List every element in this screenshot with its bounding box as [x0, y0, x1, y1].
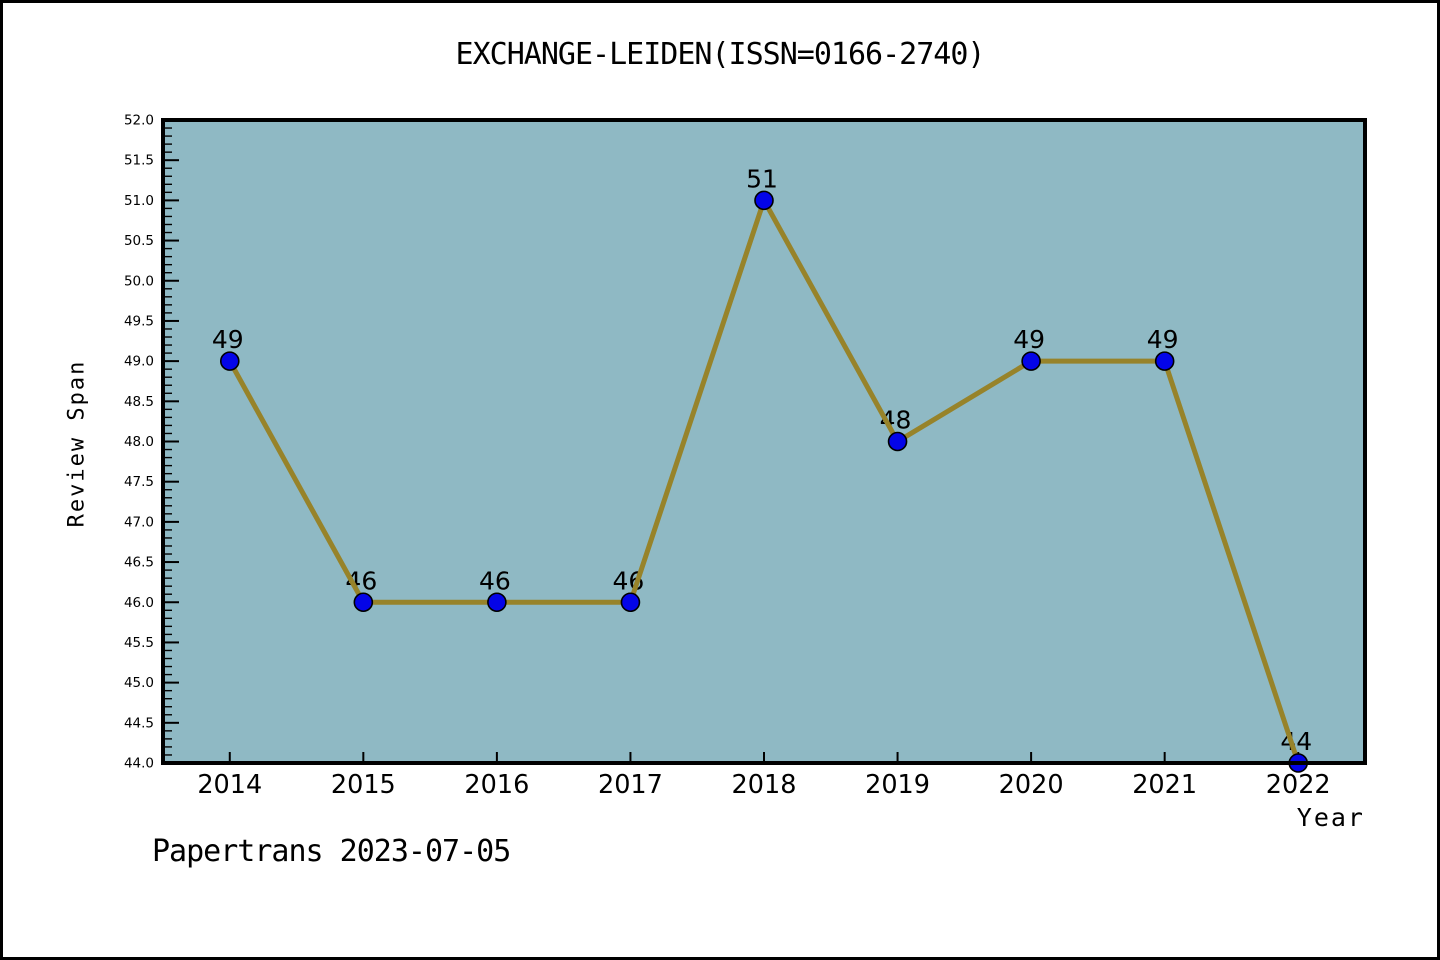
y-tick-label: 51.5	[124, 153, 154, 169]
data-point-marker	[1021, 351, 1041, 371]
y-tick-label: 49.5	[124, 313, 154, 329]
x-tick-label: 2021	[1132, 770, 1197, 800]
y-tick-label: 46.5	[124, 555, 154, 571]
data-point-marker	[219, 351, 240, 371]
data-point-marker	[1154, 351, 1175, 371]
y-tick-label: 44.0	[124, 756, 154, 772]
y-tick-label: 45.0	[124, 675, 154, 691]
x-tick-label: 2017	[598, 770, 663, 800]
data-point-label: 49	[212, 325, 244, 354]
chart-title: EXCHANGE-LEIDEN(ISSN=0166-2740)	[455, 37, 986, 72]
y-tick-label: 45.5	[124, 635, 154, 651]
x-tick-label: 2022	[1266, 770, 1331, 800]
y-tick-label: 48.5	[124, 394, 154, 410]
x-axis-title: Year	[1296, 803, 1365, 832]
x-tick-label: 2014	[197, 770, 262, 800]
y-tick-label: 48.0	[124, 434, 154, 450]
x-tick-label: 2016	[464, 770, 529, 800]
x-tick-label: 2019	[865, 770, 930, 800]
y-tick-label: 52.0	[124, 113, 154, 129]
data-point-marker	[754, 190, 774, 211]
data-point-label: 51	[746, 164, 778, 193]
y-tick-label: 47.5	[124, 474, 154, 490]
y-tick-label: 46.0	[124, 595, 154, 611]
y-tick-label: 49.0	[124, 354, 154, 370]
data-point-marker	[620, 592, 641, 613]
data-point-marker	[353, 592, 374, 613]
watermark-footer: Papertrans 2023-07-05	[152, 834, 511, 869]
x-tick-label: 2020	[999, 770, 1064, 800]
y-tick-label: 44.5	[124, 715, 154, 731]
x-tick-label: 2018	[732, 770, 797, 800]
x-tick-label: 2015	[331, 770, 396, 800]
plot-area	[163, 120, 1365, 763]
data-point-marker	[887, 431, 908, 452]
data-point-label: 46	[479, 566, 511, 595]
data-point-label: 49	[1013, 325, 1045, 354]
y-tick-label: 51.0	[124, 193, 154, 209]
y-tick-label: 50.5	[124, 233, 154, 249]
axis-frame	[161, 118, 1367, 765]
y-tick-label: 50.0	[124, 273, 154, 289]
y-tick-label: 47.0	[124, 514, 154, 530]
data-point-marker	[487, 592, 507, 613]
data-point-label: 49	[1147, 325, 1179, 354]
line-chart-canvas: 44.0 44.5 45.0 45.5 46.0 46.5 47.0 47.5 48.0 48.5…	[124, 113, 1367, 800]
